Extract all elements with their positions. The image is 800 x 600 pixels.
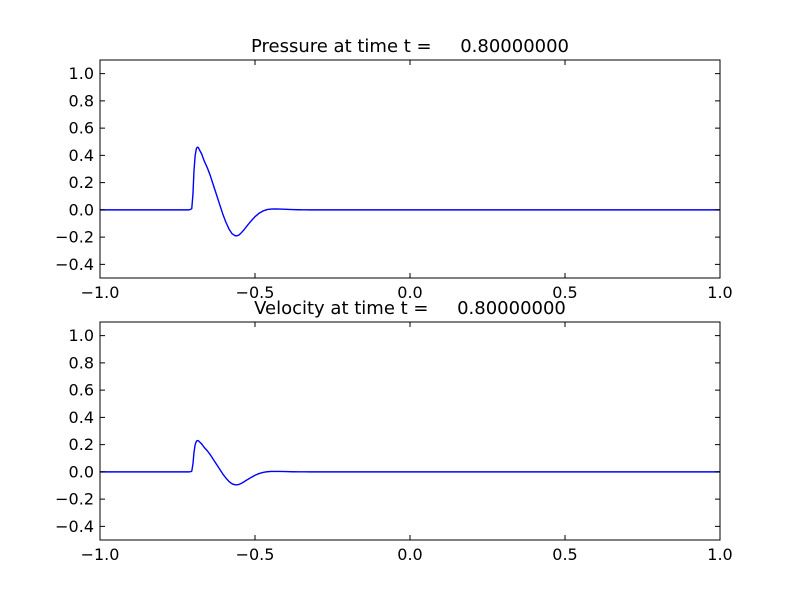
pressure-series-line	[100, 146, 720, 237]
velocity-y-tick-label: 0.8	[69, 353, 94, 372]
velocity-x-tick-label: 0.5	[552, 545, 577, 564]
velocity-y-tick-label: 1.0	[69, 326, 94, 345]
pressure-y-tick-label: −0.2	[55, 228, 94, 247]
velocity-axes: −1.0 −0.5 0.0 0.5 1.0 −0.4 −0.2 0.0 0.2 0.4 0.6 0.8…	[55, 298, 733, 564]
velocity-x-tick-label: −0.5	[236, 545, 275, 564]
pressure-y-tick-label: 0.6	[69, 119, 94, 138]
pressure-x-tick-label: −0.5	[236, 283, 275, 302]
pressure-y-tick-label: 0.0	[69, 200, 94, 219]
velocity-series-line	[100, 439, 720, 486]
pressure-y-tick-label: −0.4	[55, 255, 94, 274]
velocity-y-tick-label: 0.6	[69, 381, 94, 400]
pressure-x-tick-label: 0.5	[552, 283, 577, 302]
velocity-y-tick-label: 0.0	[69, 462, 94, 481]
velocity-x-tick-label: −1.0	[81, 545, 120, 564]
pressure-x-tick-label: 0.0	[397, 283, 422, 302]
pressure-axes: −1.0 −0.5 0.0 0.5 1.0 −0.4 −0.2 0.0 0.2 0.4 0.6 0.8…	[55, 36, 733, 302]
velocity-chart-title: Velocity at time t = 0.80000000	[254, 298, 566, 319]
pressure-x-tick-label: 1.0	[707, 283, 732, 302]
velocity-y-tick-label: −0.4	[55, 517, 94, 536]
pressure-y-tick-label: 0.4	[69, 146, 94, 165]
pressure-chart-title: Pressure at time t = 0.80000000	[251, 36, 569, 57]
velocity-x-tick-label: 0.0	[397, 545, 422, 564]
velocity-y-tick-label: 0.2	[69, 435, 94, 454]
pressure-y-tick-label: 0.8	[69, 91, 94, 110]
velocity-x-tick-label: 1.0	[707, 545, 732, 564]
velocity-y-tick-label: 0.4	[69, 408, 94, 427]
pressure-y-tick-label: 0.2	[69, 173, 94, 192]
pressure-y-tick-label: 1.0	[69, 64, 94, 83]
pressure-x-tick-label: −1.0	[81, 283, 120, 302]
velocity-y-tick-label: −0.2	[55, 490, 94, 509]
